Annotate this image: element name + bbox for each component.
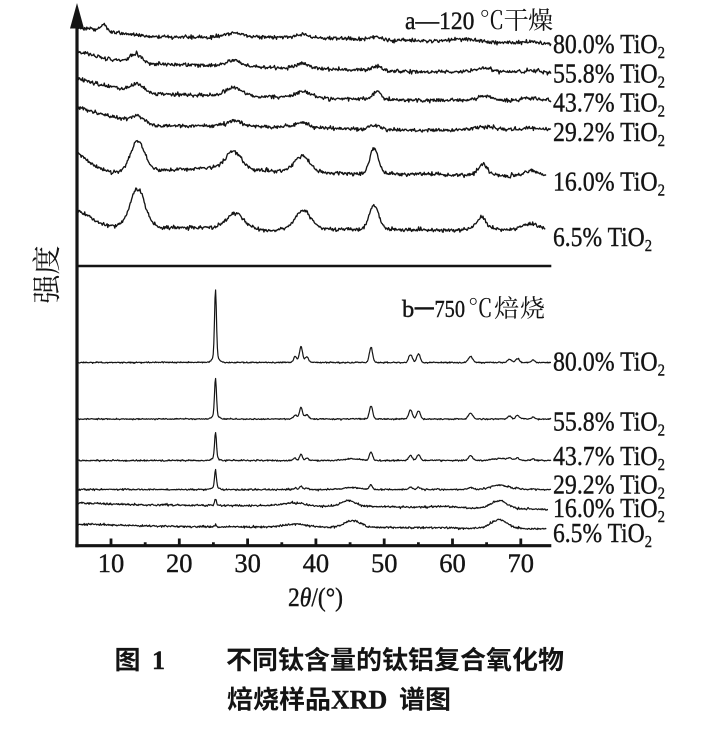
svg-text:40: 40 <box>303 548 330 578</box>
svg-text:750: 750 <box>435 296 466 323</box>
svg-text:55.8% TiO2: 55.8% TiO2 <box>553 58 665 92</box>
svg-text:29.2% TiO2: 29.2% TiO2 <box>553 116 665 150</box>
svg-text:XRD: XRD <box>331 686 387 715</box>
svg-text:6.5% TiO2: 6.5% TiO2 <box>553 517 652 551</box>
svg-text:16.0% TiO2: 16.0% TiO2 <box>553 492 665 526</box>
svg-text:10: 10 <box>98 548 125 578</box>
svg-text:43.7% TiO2: 43.7% TiO2 <box>553 87 665 121</box>
svg-text:50: 50 <box>371 548 398 578</box>
svg-text:6.5% TiO2: 6.5% TiO2 <box>553 221 652 255</box>
svg-text:70: 70 <box>508 548 535 578</box>
svg-text:a—120: a—120 <box>405 8 475 35</box>
svg-text:16.0% TiO2: 16.0% TiO2 <box>553 166 665 200</box>
svg-text:80.0% TiO2: 80.0% TiO2 <box>553 346 665 380</box>
svg-text:80.0% TiO2: 80.0% TiO2 <box>553 28 665 62</box>
svg-text:1: 1 <box>152 646 165 675</box>
svg-text:20: 20 <box>166 548 193 578</box>
svg-text:2θ/(°): 2θ/(°) <box>288 583 343 612</box>
svg-text:30: 30 <box>234 548 261 578</box>
svg-text:29.2% TiO2: 29.2% TiO2 <box>553 469 665 503</box>
svg-text:43.7% TiO2: 43.7% TiO2 <box>553 440 665 474</box>
svg-text:b: b <box>402 296 414 323</box>
svg-text:60: 60 <box>439 548 466 578</box>
svg-text:55.8% TiO2: 55.8% TiO2 <box>553 406 665 440</box>
